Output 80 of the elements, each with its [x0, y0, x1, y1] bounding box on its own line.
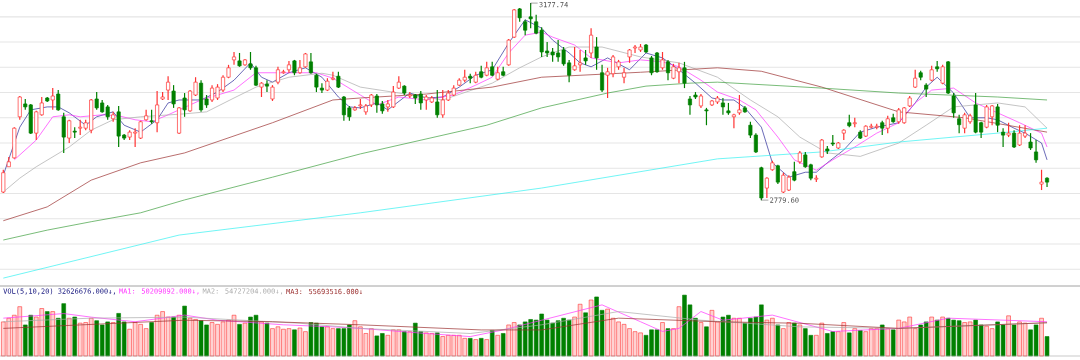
bar	[1044, 336, 1050, 357]
candlestick	[297, 59, 302, 75]
candlestick	[50, 87, 55, 111]
bar	[259, 321, 264, 357]
bar	[885, 328, 890, 357]
bar	[934, 319, 940, 357]
candlestick	[308, 52, 313, 75]
candlestick	[720, 97, 725, 116]
candlestick	[737, 94, 742, 116]
candlestick	[330, 71, 335, 81]
bar	[50, 311, 55, 357]
candlestick	[578, 49, 583, 73]
candlestick	[622, 67, 627, 84]
candlestick	[589, 27, 594, 59]
bar	[698, 322, 704, 357]
candlestick	[1039, 169, 1044, 191]
bar	[858, 330, 863, 357]
candlestick	[600, 64, 605, 93]
bar	[891, 329, 896, 357]
bar	[940, 316, 945, 357]
bar	[929, 316, 934, 357]
bar	[880, 324, 885, 357]
candlestick	[731, 113, 736, 129]
bar	[45, 311, 50, 357]
bar	[468, 338, 473, 357]
bar	[660, 322, 665, 357]
bar	[110, 322, 116, 357]
bar	[1011, 324, 1017, 357]
candlestick	[17, 95, 22, 121]
bar	[484, 339, 489, 357]
bar	[797, 324, 803, 357]
bar	[171, 316, 176, 357]
candlestick	[666, 59, 670, 81]
bar	[583, 312, 588, 357]
candlestick	[1001, 127, 1006, 148]
bar	[704, 326, 709, 357]
bar	[402, 331, 407, 357]
candlestick	[182, 92, 187, 118]
bar	[792, 322, 797, 357]
bar	[292, 329, 297, 357]
candlestick	[155, 90, 160, 133]
bar	[775, 324, 781, 357]
bar	[852, 328, 857, 357]
bar	[149, 322, 154, 357]
candlestick	[264, 79, 269, 93]
candlestick	[687, 95, 692, 116]
candlestick	[528, 2, 533, 29]
bar	[847, 332, 852, 357]
candlestick	[951, 92, 956, 119]
bar	[588, 299, 594, 357]
bar	[435, 332, 440, 357]
candlestick	[995, 103, 1000, 133]
bar	[473, 339, 478, 357]
bar	[242, 322, 248, 357]
candlestick	[171, 84, 176, 109]
bar	[500, 333, 506, 357]
bar	[182, 305, 187, 357]
candlestick	[572, 46, 577, 72]
candlestick	[435, 89, 440, 119]
bar	[72, 316, 77, 357]
candlestick	[819, 138, 824, 159]
candlestick	[682, 61, 687, 89]
candlestick	[144, 109, 149, 122]
candlestick	[957, 114, 962, 134]
bar	[1039, 317, 1044, 357]
candlestick	[61, 112, 66, 154]
bar	[495, 335, 500, 357]
candlestick	[56, 89, 61, 112]
bar	[479, 338, 484, 357]
bar	[176, 314, 182, 357]
candlestick	[232, 51, 237, 66]
bar	[665, 328, 671, 357]
candlestick	[166, 75, 171, 101]
bar	[407, 331, 413, 357]
bar	[66, 317, 72, 357]
candlestick	[1034, 139, 1039, 164]
bar	[237, 324, 242, 357]
bar	[1006, 315, 1011, 357]
bar	[264, 322, 270, 357]
candlestick	[594, 36, 599, 71]
